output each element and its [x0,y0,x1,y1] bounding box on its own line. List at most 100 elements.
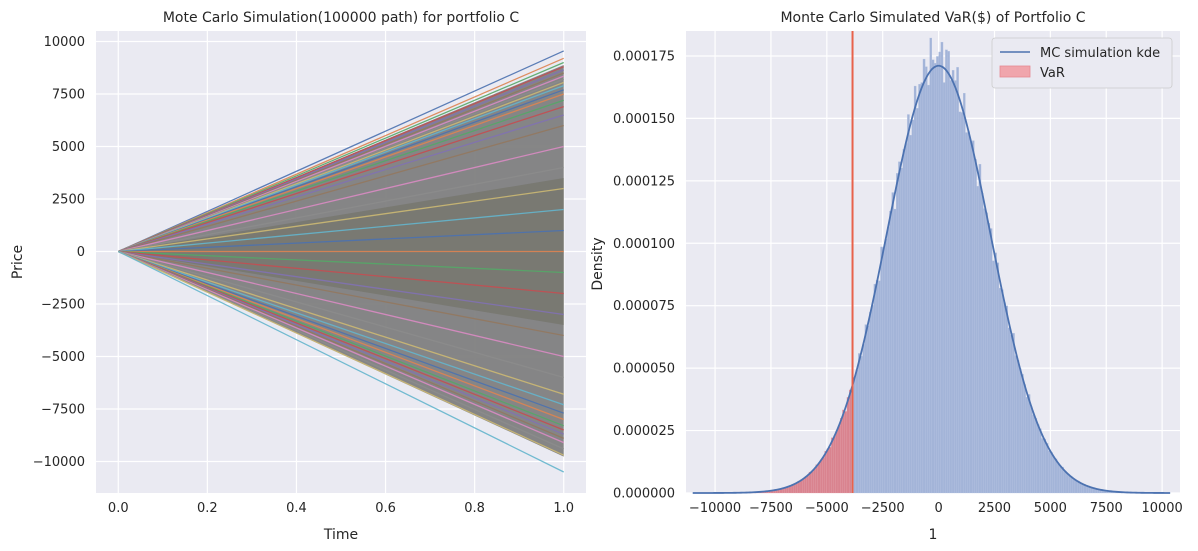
histogram-bar [815,464,819,494]
right-x-tick-label: −5000 [805,501,849,516]
histogram-bar [1005,305,1009,494]
histogram-bar [1059,466,1062,494]
histogram-bar [1007,327,1011,494]
histogram-bar [931,59,935,494]
histogram-bar [837,425,841,494]
histogram-bar [1054,458,1058,494]
simulation-path [118,99,564,253]
histogram-bar [828,447,832,494]
histogram-bar [862,344,865,494]
histogram-bar [833,435,836,494]
histogram-bar [925,66,928,494]
left-chart-title: Mote Carlo Simulation(100000 path) for p… [163,10,520,26]
histogram-bar [1074,480,1078,494]
histogram-bar [844,411,848,494]
histogram-bar [813,468,816,494]
left-y-tick-label: 0 [77,245,85,260]
histogram-bar [811,471,814,494]
right-y-ticks: 0.000000 0.000025 0.000050 0.000075 0.000100… [613,49,675,501]
histogram-bar [963,93,966,494]
simulation-path [118,93,564,253]
histogram-bar [842,409,845,494]
histogram-bar [808,471,812,494]
simulation-paths [117,50,565,473]
legend-var-swatch [999,65,1031,78]
histogram-bar [1070,476,1073,494]
histogram-bar [835,430,839,494]
histogram-bar [1065,473,1069,494]
histogram-bar [980,192,984,494]
histogram-bar [911,119,915,494]
kde-curve [692,64,1171,494]
histogram-bar [1063,471,1067,494]
histogram-bar [998,287,1002,494]
legend-kde-label: MC simulation kde [1040,46,1160,61]
histogram-bar [853,376,857,494]
right-x-tick-label: 2500 [978,501,1011,516]
histogram-bar [954,80,957,494]
simulation-path [118,208,564,253]
left-x-tick-label: 0.4 [286,501,307,516]
histogram-bar [942,82,946,494]
histogram-bar [940,41,944,494]
histogram-bar [849,389,852,494]
histogram-bar [945,49,948,494]
simulation-path [118,250,564,406]
histogram-bar [875,279,879,494]
histogram-bar [1030,406,1033,494]
histogram-bar [889,210,892,494]
left-x-axis-label: Time [323,527,358,543]
simulation-path [118,250,564,274]
histogram-bar [1081,484,1085,494]
kde-curve-group [692,64,1171,494]
histogram-bar [1032,414,1035,494]
simulation-path [118,124,564,253]
histogram-bar [989,228,993,494]
histogram-bar [880,246,883,494]
right-chart-title: Monte Carlo Simulated VaR($) of Portfoli… [780,10,1085,26]
left-y-tick-label: 5000 [52,140,85,155]
histogram-bar [922,58,926,494]
histogram-bar [958,111,962,494]
legend-box [991,37,1173,89]
histogram-bar [916,108,919,494]
left-x-tick-label: 0.2 [197,501,218,516]
right-y-tick-label: 0.000150 [613,112,675,127]
simulation-path [118,84,564,253]
histogram-bar [795,483,798,494]
histogram-bar [878,280,881,494]
right-y-tick-label: 0.000100 [613,237,675,252]
histogram-bar [1079,482,1082,494]
histogram-bar [1039,428,1042,494]
left-y-tick-label: 2500 [52,193,85,208]
right-x-tick-label: 10000 [1141,501,1182,516]
simulation-path [118,250,564,379]
histogram-bar [951,70,955,494]
histogram-bar [927,84,930,494]
histogram-bar [1050,452,1053,494]
histogram-bar [933,63,937,494]
histogram-bar [936,56,939,494]
left-y-tick-label: −10000 [33,455,85,470]
histogram-bar [983,208,986,494]
histogram-bar [992,260,995,494]
right-x-ticks: −10000 −7500 −5000 −2500 0 2500 5000 7500 10000 [689,501,1183,516]
histogram-bar [1034,418,1038,494]
monte-carlo-paths-chart: 0.0 0.2 0.4 0.6 0.8 1.0 −10000 −7500 −5000 −2500… [10,10,586,543]
right-x-tick-label: 5000 [1034,501,1067,516]
simulation-path [118,166,564,253]
histogram-bar [869,312,872,494]
simulation-path [118,250,564,358]
histogram-bar [971,140,975,494]
histogram-bar [882,248,886,494]
left-y-tick-label: −5000 [41,350,85,365]
simulation-path [118,250,564,456]
histogram-bar [1072,478,1076,494]
simulation-path [118,229,564,253]
left-y-tick-label: 10000 [44,35,85,50]
left-x-tick-label: 0.8 [464,501,485,516]
histogram-bar [1012,333,1015,494]
legend-var-label: VaR [1040,66,1065,81]
left-y-tick-label: −7500 [41,403,85,418]
